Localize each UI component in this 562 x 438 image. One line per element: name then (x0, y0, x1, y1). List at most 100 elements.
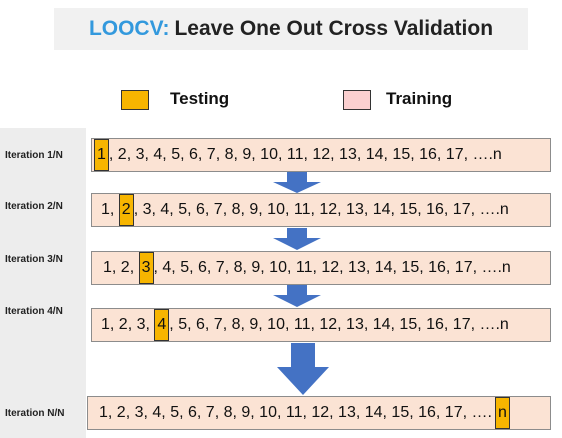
sequence-cell: 12 (321, 259, 340, 276)
sequence-cell: 11 (285, 404, 303, 421)
sequence-separator: , (162, 146, 172, 163)
sequence-separator: , (310, 316, 320, 333)
legend-testing-label: Testing (170, 89, 230, 108)
iteration-row: 1, 2, 3, 4, 5, 6, 7, 8, 9, 10, 11, 12, 1… (91, 251, 551, 285)
sequence-cell: 8 (233, 259, 243, 276)
sequence-separator: , (215, 146, 225, 163)
sequence-separator: , (392, 259, 402, 276)
sequence-cell: 14 (374, 259, 393, 276)
sequence-separator: , (204, 316, 214, 333)
sequence-separator: , (260, 259, 270, 276)
sequence-separator: , (363, 316, 373, 333)
sequence-cell: 1 (99, 404, 108, 421)
sequence-cell: 2 (117, 146, 127, 163)
sequence-cell: 15 (392, 146, 411, 163)
sequence-cell: 6 (197, 259, 207, 276)
sequence-cell: 13 (346, 201, 364, 218)
test-cell: 2 (118, 194, 134, 226)
sequence-cell: 2 (120, 259, 130, 276)
sequence-separator: , (382, 404, 392, 421)
sequence-separator: , (169, 201, 179, 218)
sequence-separator: , (302, 404, 312, 421)
sequence-cell: 6 (187, 404, 197, 421)
sequence-separator: , (196, 404, 206, 421)
sequence-separator: , (240, 316, 250, 333)
sequence-separator: , (329, 404, 339, 421)
sequence-separator: , (470, 316, 480, 333)
sequence-separator: , (286, 259, 296, 276)
sequence-separator: , (356, 146, 366, 163)
sequence-separator: , (129, 259, 139, 276)
iteration-row: 1, 2, 3, 4, 5, 6, 7, 8, 9, 10, 11, 12, 1… (87, 396, 551, 430)
sequence-separator: , (224, 259, 234, 276)
sequence-cell: 14 (365, 146, 384, 163)
sequence-cell: 17 (445, 146, 464, 163)
sequence-separator: , (214, 404, 224, 421)
sequence-separator: , (240, 201, 250, 218)
sequence-cell: 7 (213, 316, 223, 333)
iteration-row: 1, 2, 3, 4, 5, 6, 7, 8, 9, 10, 11, 12, 1… (91, 193, 551, 227)
sequence-separator: , (303, 146, 313, 163)
sequence-separator: , (463, 146, 473, 163)
sequence-cell: 9 (241, 404, 251, 421)
sequence-cell: 16 (426, 316, 444, 333)
sequence-separator: , (337, 201, 347, 218)
iteration-row: 1, 2, 3, 4, 5, 6, 7, 8, 9, 10, 11, 12, 1… (91, 138, 551, 172)
sequence-cell: 5 (178, 201, 188, 218)
sequence-cell: 12 (312, 146, 331, 163)
iteration-label: Iteration 2/N (5, 201, 63, 212)
sequence-cell: 2 (118, 316, 128, 333)
sequence-cell: 11 (293, 316, 311, 333)
iteration-labels-panel (0, 128, 86, 438)
sequence-separator: , (472, 259, 482, 276)
sequence-separator: , (443, 201, 453, 218)
sequence-cell: 11 (286, 146, 304, 163)
sequence-cell: 13 (339, 146, 357, 163)
sequence-cell: 4 (152, 404, 162, 421)
test-cell: 3 (138, 252, 154, 284)
sequence-cell: 3 (134, 404, 144, 421)
sequence-cell: 8 (224, 146, 234, 163)
sequence-cell: 1 (101, 201, 110, 218)
down-arrow-icon (273, 172, 321, 193)
sequence-cell: 8 (231, 201, 241, 218)
sequence-cell: 17 (452, 201, 471, 218)
sequence-separator: , (144, 146, 154, 163)
sequence-cell: 16 (428, 259, 446, 276)
sequence-cell: …. (471, 404, 492, 421)
title-text: Leave One Out Cross Validation (174, 17, 494, 40)
down-arrow-icon (277, 343, 329, 395)
sequence-cell: 7 (215, 259, 225, 276)
sequence-cell: 16 (418, 404, 436, 421)
sequence-separator: , (390, 201, 400, 218)
sequence-cell: 14 (372, 201, 391, 218)
sequence-separator: , (145, 316, 155, 333)
sequence-separator: , (435, 404, 445, 421)
sequence-separator: , (108, 146, 118, 163)
sequence-cell: 5 (178, 316, 188, 333)
sequence-cell: 16 (419, 146, 437, 163)
sequence-cell: 4 (153, 146, 163, 163)
sequence-separator: , (111, 259, 121, 276)
sequence-cell: 11 (293, 201, 311, 218)
sequence-cell: 10 (267, 316, 285, 333)
iteration-label: Iteration 1/N (5, 150, 63, 161)
sequence-separator: , (251, 146, 261, 163)
sequence-cell: 10 (267, 201, 285, 218)
sequence-separator: , (383, 146, 393, 163)
iteration-label: Iteration N/N (5, 408, 65, 419)
sequence-separator: , (143, 404, 153, 421)
sequence-separator: , (189, 259, 198, 276)
sequence-separator: , (187, 316, 196, 333)
sequence-separator: , (151, 201, 161, 218)
sequence-cell: 17 (444, 404, 463, 421)
sequence-separator: , (419, 259, 429, 276)
legend-training-label: Training (386, 89, 453, 108)
sequence-separator: , (204, 201, 214, 218)
sequence-cell: 10 (259, 404, 277, 421)
sequence-cell: ….n (481, 259, 511, 276)
sequence-cell: 14 (372, 316, 391, 333)
iteration-label: Iteration 4/N (5, 306, 63, 317)
sequence-separator: , (258, 201, 268, 218)
sequence-separator: , (222, 201, 232, 218)
